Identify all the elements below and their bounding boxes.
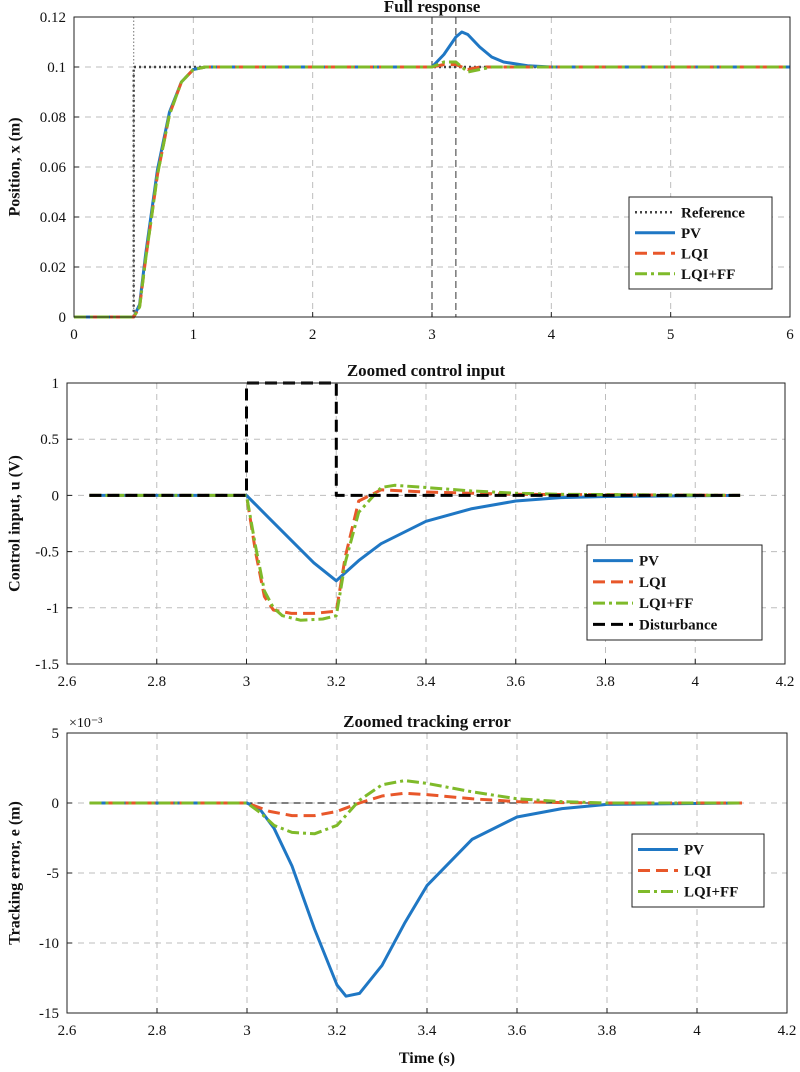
subplot-1: 0 1 2 3 4 5 6 0 0.02 0.04 0.06 0.08 0.1 0.12 Full resp… [7,0,795,343]
legend-label: PV [639,554,659,570]
x-tick-label: 4.2 [776,674,795,690]
y-axis-label: Control input, u (V) [7,455,24,592]
x-tick-label: 3.4 [418,1023,437,1039]
legend-label: Disturbance [639,617,718,633]
legend-label: LQI [684,864,712,880]
series-line-reference [74,65,790,319]
x-tick-label: 3.2 [327,674,346,690]
y-tick-label: 0 [59,310,67,326]
y-tick-label: 5 [52,726,60,742]
x-axis-label: Time (s) [399,1050,455,1067]
legend-label: PV [681,226,701,242]
y-tick-label: 0.5 [40,432,59,448]
legend-label: LQI+FF [684,885,738,901]
x-tick-label: 3.6 [506,674,525,690]
x-tick-label: 2.6 [58,1023,77,1039]
x-tick-label: 3 [428,327,436,343]
x-tick-label: 3.6 [508,1023,527,1039]
x-tick-label: 4.2 [778,1023,797,1039]
y-tick-label: 0 [52,796,60,812]
x-tick-label: 2.8 [148,1023,167,1039]
x-tick-label: 2.6 [58,674,77,690]
y-tick-label: -1 [47,601,60,617]
y-axis-label: Position, x (m) [7,117,24,216]
legend-label: Reference [681,205,745,221]
chart-title: Zoomed tracking error [343,712,511,731]
x-tick-label: 3.8 [596,674,615,690]
legend-label: LQI [681,246,709,262]
x-tick-label: 3.4 [417,674,436,690]
x-tick-label: 4 [692,674,700,690]
x-tick-label: 0 [70,327,78,343]
legend: PV LQI LQI+FF [631,833,765,908]
chart-title: Zoomed control input [347,361,506,380]
y-tick-label: 0.08 [40,110,66,126]
y-tick-label: -1.5 [35,657,59,673]
series-line-lqi [74,63,790,319]
subplot-2: 2.6 2.8 3 3.2 3.4 3.6 3.8 4 4.2 -1.5 -1 -0.5 0 0.5 1 Zo… [7,361,795,690]
x-tick-label: 3.2 [328,1023,347,1039]
y-tick-label: 0 [52,488,60,504]
y-tick-label: -0.5 [35,545,59,561]
x-tick-label: 4 [693,1023,701,1039]
legend: PV LQI LQI+FF Disturbance [586,544,763,641]
y-tick-label: -10 [39,936,59,952]
series-line-lqi-ff [89,779,742,836]
legend: Reference PV LQI LQI+FF [628,196,773,290]
chart-title: Full response [384,0,481,16]
y-tick-label: 0.12 [40,10,66,26]
x-tick-label: 2 [309,327,317,343]
legend-label: LQI [639,575,667,591]
legend-label: LQI+FF [681,267,735,283]
legend-box [631,833,765,908]
legend-label: LQI+FF [639,596,693,612]
y-tick-label: 0.04 [40,210,67,226]
x-tick-label: 6 [786,327,794,343]
x-tick-label: 1 [190,327,198,343]
x-tick-label: 2.8 [147,674,166,690]
series-line-lqi [89,791,742,818]
y-tick-label: 1 [52,376,60,392]
x-tick-label: 3.8 [598,1023,617,1039]
x-tick-label: 3 [243,674,251,690]
series-line-lqi-ff [89,483,741,622]
y-tick-label: -15 [39,1006,59,1022]
y-tick-label: -5 [47,866,60,882]
subplot-3: 2.6 2.8 3 3.2 3.4 3.6 3.8 4 4.2 -15 -10 -5 0 5 Zoomed … [7,712,797,1067]
x-tick-label: 5 [667,327,675,343]
y-tick-label: 0.1 [47,60,66,76]
legend-label: PV [684,843,704,859]
series-line-pv [89,493,741,583]
x-tick-label: 4 [548,327,556,343]
y-tick-label: 0.06 [40,160,67,176]
y-tick-label: 0.02 [40,260,66,276]
y-axis-label: Tracking error, e (m) [7,801,24,945]
x-tick-label: 3 [243,1023,251,1039]
y-exponent-label: ×10⁻³ [69,716,102,731]
